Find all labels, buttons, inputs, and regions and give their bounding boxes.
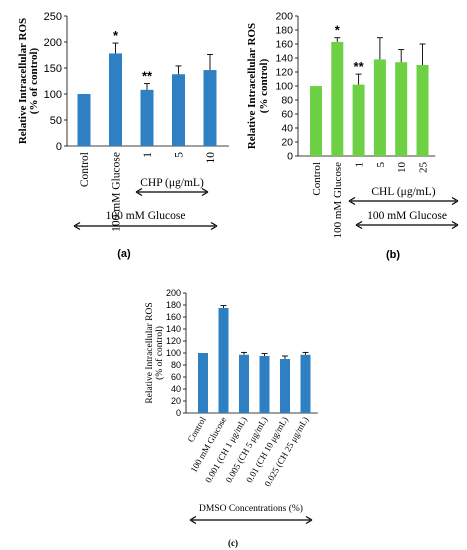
x-category-label: 1	[353, 162, 365, 168]
y-tick-label: 180	[166, 300, 181, 310]
arrow-head-right	[305, 515, 313, 525]
y-tick-label: 180	[275, 25, 293, 37]
bar	[239, 354, 249, 413]
bar	[218, 308, 229, 413]
significance-marker: *	[113, 28, 119, 43]
y-axis-label-line: (% of control)	[154, 326, 165, 380]
bar	[109, 53, 122, 146]
significance-marker: **	[142, 69, 153, 84]
group-arrow-outer	[189, 515, 313, 525]
y-axis-label-line: Relative Intracellular ROS	[145, 302, 155, 403]
bar	[198, 353, 208, 413]
y-tick-label: 160	[275, 39, 293, 51]
bar	[259, 356, 270, 413]
y-tick-label: 100	[275, 81, 293, 93]
x-category-label: 100 mM Glucose	[332, 162, 344, 239]
group-label-inner: CHP (μg/mL)	[140, 177, 204, 189]
bar	[140, 89, 154, 146]
y-tick-label: 40	[171, 384, 181, 394]
arrow-head-right	[451, 196, 459, 206]
y-tick-label: 200	[166, 288, 181, 298]
y-tick-label: 20	[281, 137, 293, 149]
group-arrow-outer	[355, 220, 459, 230]
y-tick-label: 100	[166, 348, 181, 358]
y-tick-label: 20	[171, 396, 181, 406]
y-axis-label-line: (% control)	[258, 58, 270, 113]
chart-panel-1: 0 50 100 150 200 250 Relative Intracellular RO…	[17, 11, 229, 260]
y-tick-label: 250	[44, 11, 62, 23]
significance-marker: **	[354, 59, 365, 74]
arrow-head-left	[73, 221, 81, 231]
y-tick-label: 160	[166, 312, 181, 322]
y-tick-label: 140	[275, 53, 293, 65]
arrow-head-left	[355, 220, 363, 230]
group-arrow-inner	[135, 187, 209, 197]
panel-label: (c)	[228, 538, 238, 548]
arrow-head-left	[135, 187, 143, 197]
arrow-head-right	[201, 187, 209, 197]
group-label-inner: CHL (μg/mL)	[371, 186, 435, 198]
y-axis-label-line: Relative Intracellular ROS	[246, 23, 258, 149]
y-tick-label: 150	[44, 63, 62, 75]
x-category-label: 10	[396, 162, 408, 174]
x-category-label: 5	[174, 152, 186, 158]
significance-marker: *	[335, 23, 341, 38]
arrow-head-left	[189, 515, 197, 525]
bar	[310, 86, 322, 156]
y-tick-label: 120	[166, 336, 181, 346]
bar	[416, 65, 429, 156]
bar	[77, 94, 91, 146]
panel-label: (b)	[386, 249, 400, 261]
y-tick-label: 80	[171, 360, 181, 370]
y-tick-label: 0	[56, 141, 62, 153]
bar	[352, 84, 365, 156]
chart-panel-2: 0 20 40 60 80 100 120 140 160 180 200 Relative Intr…	[246, 11, 459, 261]
bar	[373, 59, 386, 156]
y-axis-label: Relative Intracellular ROS (% of control)	[145, 302, 165, 403]
x-category-label: 100 mM Glucose	[111, 152, 123, 232]
y-tick-label: 40	[281, 123, 293, 135]
group-label-outer: 100 mM Glucose	[367, 210, 447, 222]
y-tick-label: 100	[44, 89, 62, 101]
bar	[300, 354, 311, 413]
bar	[331, 41, 344, 156]
group-arrow-outer	[73, 221, 218, 231]
x-category-label: 5	[375, 162, 387, 168]
x-category-label: Control	[311, 162, 323, 196]
x-category-label: Control	[79, 152, 91, 187]
y-tick-label: 120	[275, 67, 293, 79]
arrow-head-right	[210, 221, 218, 231]
group-label-outer: 100 mM Glucose	[106, 210, 186, 222]
y-tick-label: 200	[44, 37, 62, 49]
y-tick-label: 140	[166, 324, 181, 334]
bar	[172, 74, 185, 146]
panel-label: (a)	[117, 248, 131, 260]
y-tick-label: 60	[171, 372, 181, 382]
y-axis-label: Relative Intracellular ROS (% control)	[246, 23, 270, 149]
y-tick-label: 60	[281, 109, 293, 121]
y-tick-label: 80	[281, 95, 293, 107]
y-axis-label-line: (% of control)	[28, 47, 40, 114]
y-tick-label: 0	[287, 151, 293, 163]
y-axis-label: Relative Intracellular ROS (% of control)	[17, 18, 40, 144]
y-axis-label-line: Relative Intracellular ROS	[17, 18, 29, 144]
arrow-head-right	[451, 220, 459, 230]
group-label-outer: DMSO Concentrations (%)	[199, 503, 303, 514]
y-tick-label: 50	[50, 115, 62, 127]
x-category-label: 10	[205, 152, 217, 164]
bar	[280, 359, 290, 413]
y-tick-label: 200	[275, 11, 293, 23]
y-tick-label: 0	[176, 408, 181, 418]
bar	[395, 62, 408, 157]
arrow-head-left	[348, 196, 356, 206]
x-category-label: 1	[142, 152, 154, 158]
x-category-label: 25	[417, 162, 429, 174]
group-arrow-inner	[348, 196, 459, 206]
bar	[203, 70, 217, 146]
